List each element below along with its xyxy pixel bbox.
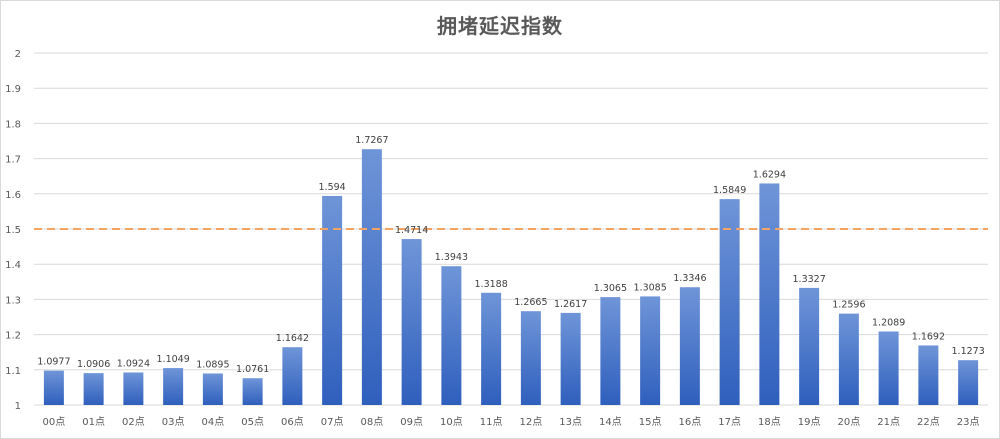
x-tick-label: 06点 bbox=[281, 416, 304, 428]
x-tick-label: 02点 bbox=[122, 416, 145, 428]
x-tick-label: 18点 bbox=[758, 416, 781, 428]
bar bbox=[878, 331, 899, 405]
data-label: 1.3085 bbox=[634, 282, 667, 293]
bar bbox=[401, 239, 422, 405]
data-label: 1.2617 bbox=[554, 299, 587, 310]
bar bbox=[481, 292, 502, 405]
bar bbox=[520, 311, 541, 405]
y-tick-label: 1 bbox=[15, 401, 21, 412]
bar bbox=[43, 370, 64, 405]
x-tick-label: 16点 bbox=[679, 416, 702, 428]
bar bbox=[163, 368, 184, 405]
data-label: 1.0977 bbox=[37, 357, 70, 368]
x-tick-label: 11点 bbox=[480, 416, 503, 428]
bar bbox=[719, 199, 740, 405]
bar bbox=[242, 378, 263, 405]
bar bbox=[600, 297, 621, 405]
bar bbox=[282, 347, 303, 405]
x-tick-label: 01点 bbox=[82, 416, 105, 428]
data-label: 1.3188 bbox=[475, 279, 508, 290]
x-tick-label: 21点 bbox=[877, 416, 900, 428]
y-tick-label: 2 bbox=[15, 49, 21, 60]
bar bbox=[202, 373, 223, 405]
x-tick-label: 03点 bbox=[162, 416, 185, 428]
y-tick-label: 1.3 bbox=[5, 295, 21, 306]
y-tick-label: 1.5 bbox=[5, 225, 21, 236]
data-label: 1.1692 bbox=[912, 331, 945, 342]
data-label: 1.0761 bbox=[236, 364, 269, 375]
y-tick-label: 1.4 bbox=[5, 260, 21, 271]
bar bbox=[759, 183, 780, 405]
data-label: 1.2596 bbox=[832, 300, 865, 311]
y-tick-label: 1.9 bbox=[5, 84, 21, 95]
bar bbox=[958, 360, 979, 405]
y-axis-ticks: 1 1.1 1.2 1.3 1.4 1.5 1.6 1.7 1.8 1.9 2 bbox=[5, 49, 21, 412]
x-tick-label: 17点 bbox=[718, 416, 741, 428]
data-label: 1.3346 bbox=[673, 273, 706, 284]
data-label: 1.0924 bbox=[117, 358, 150, 369]
x-tick-label: 00点 bbox=[43, 416, 66, 428]
data-label: 1.1049 bbox=[157, 354, 190, 365]
bar bbox=[918, 345, 939, 405]
x-tick-label: 09点 bbox=[400, 416, 423, 428]
y-tick-label: 1.8 bbox=[5, 119, 21, 130]
x-tick-label: 05点 bbox=[241, 416, 264, 428]
y-tick-label: 1.2 bbox=[5, 331, 21, 342]
data-label: 1.1273 bbox=[952, 346, 985, 357]
data-label: 1.0906 bbox=[77, 359, 110, 370]
x-tick-label: 23点 bbox=[957, 416, 980, 428]
x-tick-label: 15点 bbox=[639, 416, 662, 428]
x-tick-label: 19点 bbox=[798, 416, 821, 428]
bar bbox=[838, 313, 859, 405]
bar bbox=[640, 296, 661, 405]
x-tick-label: 12点 bbox=[520, 416, 543, 428]
data-label: 1.594 bbox=[319, 182, 346, 193]
data-label: 1.3065 bbox=[594, 283, 627, 294]
bar bbox=[560, 312, 581, 405]
y-tick-label: 1.6 bbox=[5, 190, 21, 201]
data-label: 1.1642 bbox=[276, 333, 309, 344]
y-tick-label: 1.7 bbox=[5, 155, 21, 166]
bar bbox=[441, 266, 462, 405]
x-tick-label: 20点 bbox=[838, 416, 861, 428]
data-label: 1.2665 bbox=[514, 297, 547, 308]
x-tick-label: 14点 bbox=[599, 416, 622, 428]
bar bbox=[123, 372, 144, 405]
data-label: 1.3327 bbox=[793, 274, 826, 285]
data-label: 1.3943 bbox=[435, 252, 468, 263]
x-tick-label: 07点 bbox=[321, 416, 344, 428]
data-label: 1.2089 bbox=[872, 317, 905, 328]
x-tick-label: 08点 bbox=[361, 416, 384, 428]
data-label: 1.4714 bbox=[395, 225, 428, 236]
x-tick-label: 13点 bbox=[559, 416, 582, 428]
x-tick-label: 04点 bbox=[202, 416, 225, 428]
x-axis-ticks: 00点 01点 02点 03点 04点 05点 06点 07点 08点 09点 10点 11点 12点 1… bbox=[43, 416, 980, 428]
data-label: 1.5849 bbox=[713, 185, 746, 196]
bar bbox=[361, 149, 382, 405]
data-label: 1.7267 bbox=[355, 135, 388, 146]
bars bbox=[43, 149, 979, 405]
bar bbox=[322, 195, 343, 405]
bar bbox=[679, 287, 700, 405]
x-tick-label: 10点 bbox=[440, 416, 463, 428]
data-label: 1.0895 bbox=[196, 359, 229, 370]
data-labels: 1.0977 1.0906 1.0924 1.1049 1.0895 1.0761 1.16… bbox=[37, 135, 985, 375]
chart-title: 拥堵延迟指数 bbox=[437, 14, 563, 38]
y-tick-label: 1.1 bbox=[5, 366, 21, 377]
bar bbox=[83, 373, 104, 405]
x-tick-label: 22点 bbox=[917, 416, 940, 428]
data-label: 1.6294 bbox=[753, 169, 786, 180]
bar bbox=[799, 287, 820, 405]
